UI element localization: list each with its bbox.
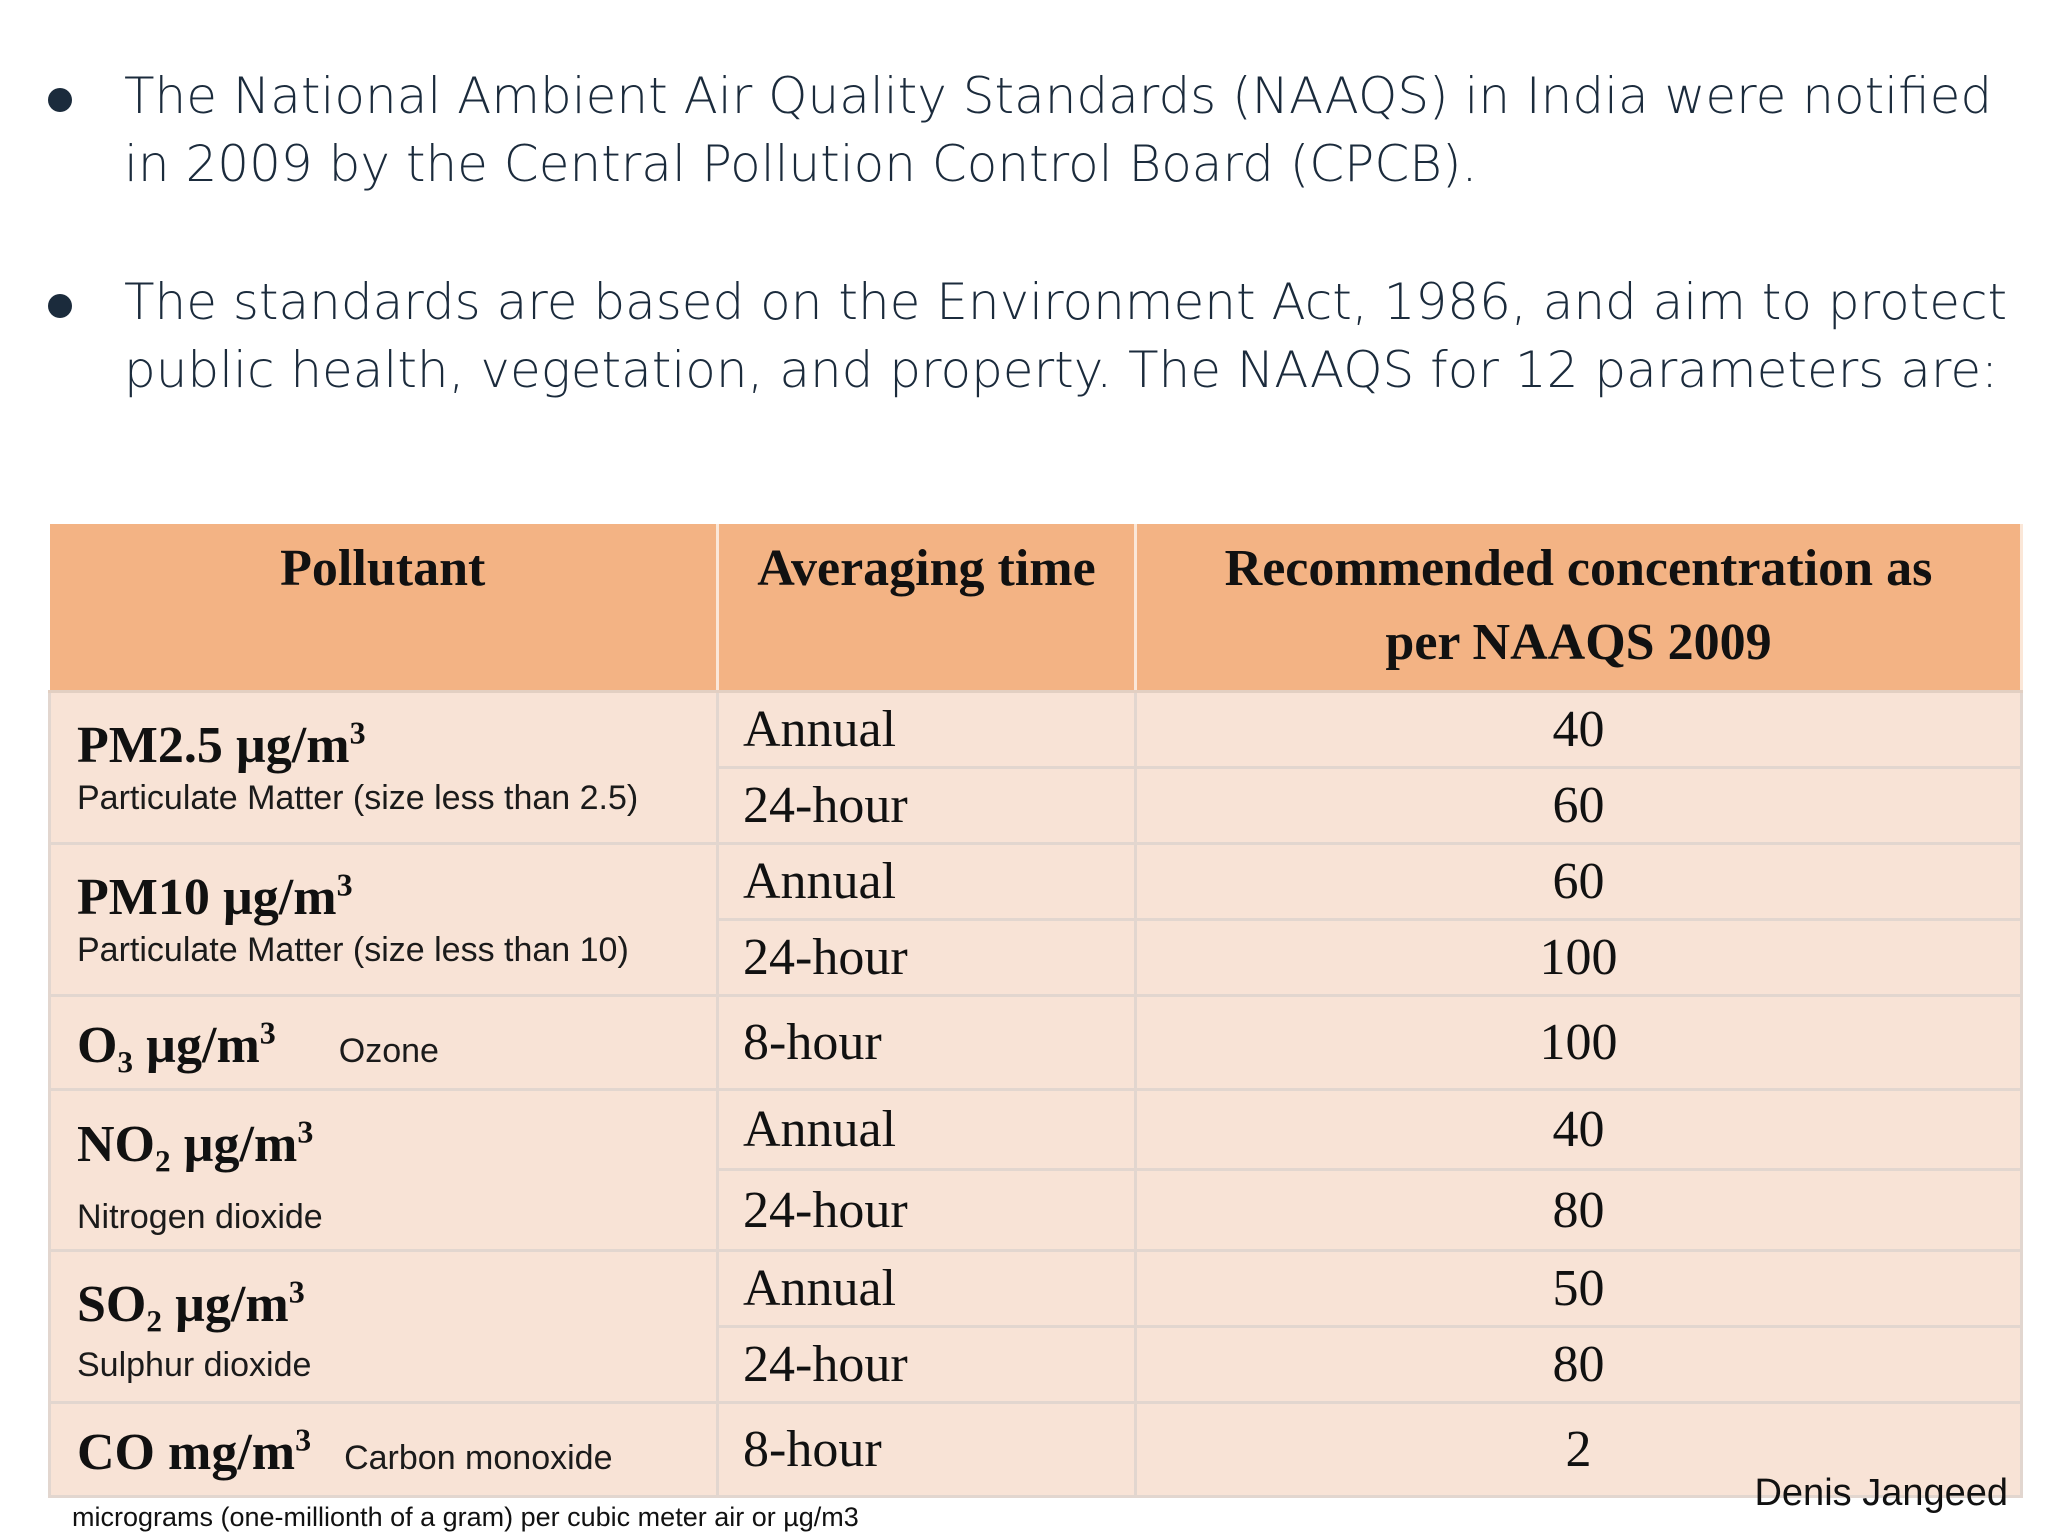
bullet-text: The standards are based on the Environme… [124, 273, 2008, 399]
bullet-item: The National Ambient Air Quality Standar… [40, 62, 2030, 198]
bullet-dot-icon [48, 294, 72, 318]
pollutant-formula: PM2.5 µg/m3 [77, 715, 366, 775]
pollutant-cell: PM10 µg/m3 Particulate Matter (size less… [48, 842, 719, 997]
averaging-time-cell: Annual [716, 1088, 1137, 1172]
footnote: micrograms (one-millionth of a gram) per… [72, 1502, 859, 1532]
concentration-cell: 40 [1134, 690, 2023, 769]
table-row: PM10 µg/m3 Particulate Matter (size less… [48, 842, 2023, 997]
pollutant-formula: CO mg/m3 [77, 1421, 312, 1481]
averaging-time-cell: 8-hour [716, 993, 1137, 1092]
concentration-cell: 2 [1134, 1400, 2023, 1498]
bullet-list: The National Ambient Air Quality Standar… [40, 62, 2030, 474]
averaging-time-cell: Annual [716, 690, 1137, 769]
pollutant-formula: PM10 µg/m3 [77, 867, 353, 927]
concentration-cell: 50 [1134, 1248, 2023, 1328]
concentration-cell: 100 [1134, 918, 2023, 997]
table-header-row: Pollutant Averaging time Recommended con… [49, 524, 2023, 693]
concentration-cell: 60 [1134, 766, 2023, 845]
averaging-time-cell: 24-hour [716, 1168, 1137, 1252]
table-row: 24-hour 80 [50, 1324, 2023, 1404]
table-row: 24-hour 80 [50, 1168, 2023, 1252]
header-recommended-concentration: Recommended concentration as per NAAQS 2… [1135, 524, 2023, 693]
pollutant-description: Carbon monoxide [344, 1438, 613, 1477]
pollutant-description: Sulphur dioxide [77, 1345, 312, 1384]
pollutant-description: Particulate Matter (size less than 10) [77, 931, 629, 970]
table-row: O₃ µg/m3 Ozone 8-hour 100 [48, 993, 2023, 1092]
pollutant-formula: NO₂ µg/m3 [77, 1113, 314, 1173]
concentration-cell: 60 [1134, 842, 2023, 921]
pollutant-cell: NO₂ µg/m3 Nitrogen dioxide [48, 1088, 719, 1252]
concentration-cell: 40 [1134, 1088, 2023, 1172]
pollutant-cell: O₃ µg/m3 Ozone [48, 993, 719, 1092]
table-row: 24-hour 100 [50, 918, 2023, 997]
concentration-cell: 100 [1134, 993, 2023, 1092]
averaging-time-cell: Annual [716, 842, 1137, 921]
table-row: SO₂ µg/m3 Sulphur dioxide Annual 50 [48, 1248, 2023, 1404]
pollutant-description: Particulate Matter (size less than 2.5) [77, 779, 639, 818]
table-row: PM2.5 µg/m3 Particulate Matter (size les… [48, 690, 2023, 845]
table-row: 24-hour 60 [50, 766, 2023, 845]
averaging-time-cell: 8-hour [716, 1400, 1137, 1498]
pollutant-formula: SO₂ µg/m3 [77, 1273, 305, 1333]
averaging-time-cell: 24-hour [716, 918, 1137, 997]
bullet-dot-icon [48, 88, 72, 112]
author-credit: Denis Jangeed [1754, 1472, 2008, 1514]
header-pollutant: Pollutant [49, 524, 719, 693]
table-row: NO₂ µg/m3 Nitrogen dioxide Annual 40 [48, 1088, 2023, 1252]
averaging-time-cell: Annual [716, 1248, 1137, 1328]
pollutant-cell: PM2.5 µg/m3 Particulate Matter (size les… [48, 690, 719, 845]
pollutant-formula: O₃ µg/m3 [77, 1015, 276, 1075]
pollutant-description: Ozone [338, 1032, 439, 1071]
concentration-cell: 80 [1134, 1324, 2023, 1404]
naaqs-table: Pollutant Averaging time Recommended con… [48, 524, 2023, 1498]
bullet-item: The standards are based on the Environme… [40, 268, 2030, 404]
averaging-time-cell: 24-hour [716, 766, 1137, 845]
table-row: CO mg/m3 Carbon monoxide 8-hour 2 [48, 1400, 2023, 1498]
bullet-text: The National Ambient Air Quality Standar… [124, 67, 1993, 193]
averaging-time-cell: 24-hour [716, 1324, 1137, 1404]
pollutant-description: Nitrogen dioxide [77, 1197, 323, 1236]
header-averaging-time: Averaging time [717, 524, 1137, 693]
pollutant-cell: SO₂ µg/m3 Sulphur dioxide [48, 1248, 719, 1404]
pollutant-cell: CO mg/m3 Carbon monoxide [48, 1400, 719, 1498]
concentration-cell: 80 [1134, 1168, 2023, 1252]
